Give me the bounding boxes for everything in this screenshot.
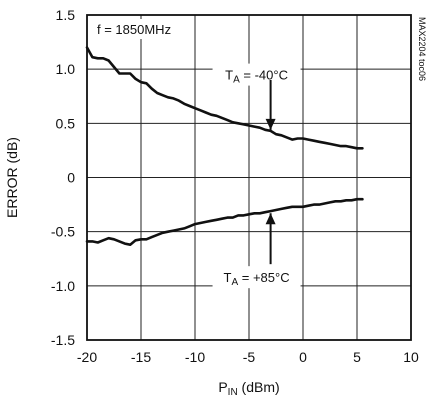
x-tick-label: -10 bbox=[185, 349, 205, 365]
x-tick-label: -15 bbox=[131, 349, 151, 365]
y-tick-label: 1.5 bbox=[56, 7, 76, 23]
watermark-text: MAX2204 toc06 bbox=[417, 17, 427, 81]
series-2-label: TA = +85°C bbox=[224, 270, 290, 288]
series-line-1 bbox=[85, 46, 364, 150]
annotation-layer: f = 1850MHz MAX2204 toc06 TA = -40°C TA = +… bbox=[90, 17, 427, 289]
x-tick-label: -5 bbox=[243, 349, 256, 365]
condition-label: f = 1850MHz bbox=[97, 22, 171, 37]
series-1-arrow-head bbox=[265, 118, 276, 130]
series-1-label: TA = -40°C bbox=[225, 68, 288, 86]
series-1-label-bg bbox=[212, 63, 301, 86]
condition-label-bg bbox=[90, 19, 190, 39]
tick-label-layer: -20 -15 -10 -5 0 5 10 -1.5 -1.0 -0.5 0 0.5 1.0 1.5 bbox=[51, 7, 419, 365]
series-line-2 bbox=[85, 197, 364, 246]
y-tick-label: -1.5 bbox=[51, 332, 75, 348]
y-tick-label: 0.5 bbox=[56, 115, 76, 131]
series-layer bbox=[85, 46, 364, 246]
x-axis-label: PIN (dBm) bbox=[218, 379, 279, 398]
y-axis-label: ERROR (dB) bbox=[4, 137, 20, 218]
y-tick-label: -1.0 bbox=[51, 278, 75, 294]
series-2-label-bg bbox=[212, 266, 301, 289]
x-tick-label: 5 bbox=[353, 349, 361, 365]
x-tick-label: 0 bbox=[299, 349, 307, 365]
x-tick-label: 10 bbox=[403, 349, 419, 365]
y-tick-label: 1.0 bbox=[56, 61, 76, 77]
x-tick-label: -20 bbox=[77, 349, 97, 365]
y-tick-label: 0 bbox=[67, 170, 75, 186]
series-2-arrow-head bbox=[265, 213, 276, 225]
axis-label-layer: PIN (dBm) ERROR (dB) bbox=[4, 137, 280, 398]
plot-frame bbox=[86, 14, 412, 341]
y-tick-label: -0.5 bbox=[51, 224, 75, 240]
